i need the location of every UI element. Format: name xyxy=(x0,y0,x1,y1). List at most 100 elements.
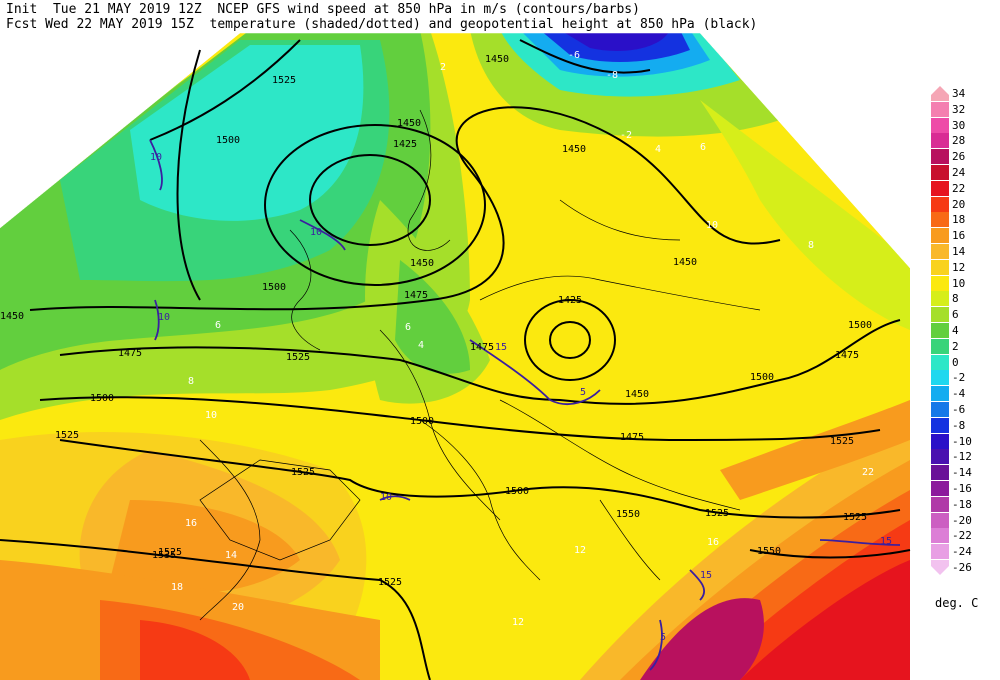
height-label: 1525 xyxy=(55,430,79,441)
colorbar-label: -6 xyxy=(952,403,966,416)
colorbar-swatch xyxy=(931,433,949,449)
height-label: 1450 xyxy=(0,311,24,322)
colorbar-label: 12 xyxy=(952,260,966,274)
temperature-label: 18 xyxy=(171,582,183,593)
wind-labels: 10 15 10 15 15 10 10 5 5 xyxy=(150,152,892,643)
colorbar-label: 32 xyxy=(952,102,966,116)
colorbar-label: -10 xyxy=(952,434,972,448)
height-label: 1500 xyxy=(410,416,434,427)
colorbar-label: -8 xyxy=(952,418,966,432)
colorbar-swatch xyxy=(931,307,949,323)
colorbar-swatch xyxy=(931,512,949,528)
colorbar-label: 34 xyxy=(952,87,966,100)
height-label: 1450 xyxy=(410,258,434,269)
wind-label: 15 xyxy=(700,570,712,581)
temperature-label: 8 xyxy=(808,240,814,251)
height-label: 1450 xyxy=(562,144,586,155)
height-label: 1475 xyxy=(835,350,859,361)
wind-label: 10 xyxy=(310,227,322,238)
colorbar-label: 18 xyxy=(952,213,966,227)
colorbar-swatch xyxy=(931,117,949,133)
map-boundary xyxy=(0,32,911,269)
colorbar-label: -22 xyxy=(952,529,972,543)
temperature-label: 6 xyxy=(215,320,221,331)
temperature-label: 20 xyxy=(232,602,244,613)
colorbar-swatch xyxy=(931,259,949,275)
height-label: 1500 xyxy=(505,486,529,497)
geopotential-contours xyxy=(0,39,911,680)
height-label: 1450 xyxy=(625,389,649,400)
colorbar-unit: deg. C xyxy=(935,596,979,610)
colorbar-swatch xyxy=(931,496,949,512)
colorbar-swatch xyxy=(931,275,949,291)
height-label: 1525 xyxy=(378,577,402,588)
height-label: 1525 xyxy=(272,75,296,86)
colorbar-label: 6 xyxy=(952,308,959,322)
colorbar-swatch xyxy=(931,323,949,338)
colorbar-swatch xyxy=(931,244,949,259)
colorbar-label: 24 xyxy=(952,166,966,179)
temperature-label: 10 xyxy=(205,410,217,421)
colorbar-swatch xyxy=(931,180,949,196)
colorbar-swatch xyxy=(931,165,949,180)
colorbar-swatch xyxy=(931,370,949,386)
colorbar-label: 22 xyxy=(952,181,966,195)
height-labels: 1525 1500 1450 1425 1450 1450 1425 1450 … xyxy=(0,54,872,588)
colorbar-label: -16 xyxy=(952,482,972,495)
colorbar-label: -24 xyxy=(952,545,972,559)
height-label: 1450 xyxy=(673,257,697,268)
colorbar-label: 30 xyxy=(952,118,966,132)
colorbar-swatch xyxy=(931,133,949,149)
wind-label: 10 xyxy=(380,492,392,503)
height-label: 1525 xyxy=(158,547,182,558)
colorbar-swatch xyxy=(931,149,949,165)
wind-label: 15 xyxy=(495,342,507,353)
colorbar-swatch xyxy=(931,196,949,212)
colorbar-label: 28 xyxy=(952,134,966,148)
height-label: 1475 xyxy=(118,348,142,359)
temperature-label: 14 xyxy=(225,550,237,561)
height-label: 1475 xyxy=(404,290,428,301)
temperature-label: 16 xyxy=(707,537,719,548)
colorbar-swatch xyxy=(931,528,949,544)
colorbar-swatch xyxy=(931,386,949,402)
temperature-label: 10 xyxy=(706,220,718,231)
colorbar-label: 2 xyxy=(952,339,959,353)
colorbar-swatch xyxy=(931,338,949,354)
temperature-labels: 2 6 4 6 8 10 12 14 16 18 20 22 16 12 -2 … xyxy=(171,50,874,628)
temperature-label: 22 xyxy=(862,467,874,478)
colorbar-swatch xyxy=(931,417,949,433)
height-label: 1450 xyxy=(485,54,509,65)
colorbar-swatch xyxy=(931,481,949,496)
temperature-label: -2 xyxy=(620,130,632,141)
colorbar-label: -18 xyxy=(952,497,972,511)
temperature-label: 8 xyxy=(188,376,194,387)
colorbar-swatch xyxy=(931,544,949,560)
height-label: 1500 xyxy=(90,393,114,404)
colorbar-label: 0 xyxy=(952,355,959,369)
temperature-label: 4 xyxy=(655,144,661,155)
height-label: 1525 xyxy=(286,352,310,363)
country-borders xyxy=(199,109,761,621)
height-label: 1500 xyxy=(262,282,286,293)
height-label: 1425 xyxy=(393,139,417,150)
colorbar-label: 20 xyxy=(952,197,966,211)
colorbar-swatch xyxy=(931,101,949,117)
colorbar-label: 16 xyxy=(952,229,966,243)
height-label: 1525 xyxy=(843,512,867,523)
colorbar-swatch xyxy=(931,402,949,417)
colorbar-swatch xyxy=(931,212,949,228)
temperature-label: 16 xyxy=(185,518,197,529)
temperature-label: -8 xyxy=(606,70,618,81)
colorbar-label: 8 xyxy=(952,292,959,306)
colorbar-swatch xyxy=(931,354,949,370)
height-label: 1550 xyxy=(616,509,640,520)
temperature-label: 4 xyxy=(418,340,424,351)
colorbar-label: -12 xyxy=(952,450,972,464)
temperature-label: 6 xyxy=(405,322,411,333)
height-label: 1500 xyxy=(750,372,774,383)
height-label: 1535 xyxy=(152,550,176,561)
colorbar-swatch xyxy=(931,228,949,244)
